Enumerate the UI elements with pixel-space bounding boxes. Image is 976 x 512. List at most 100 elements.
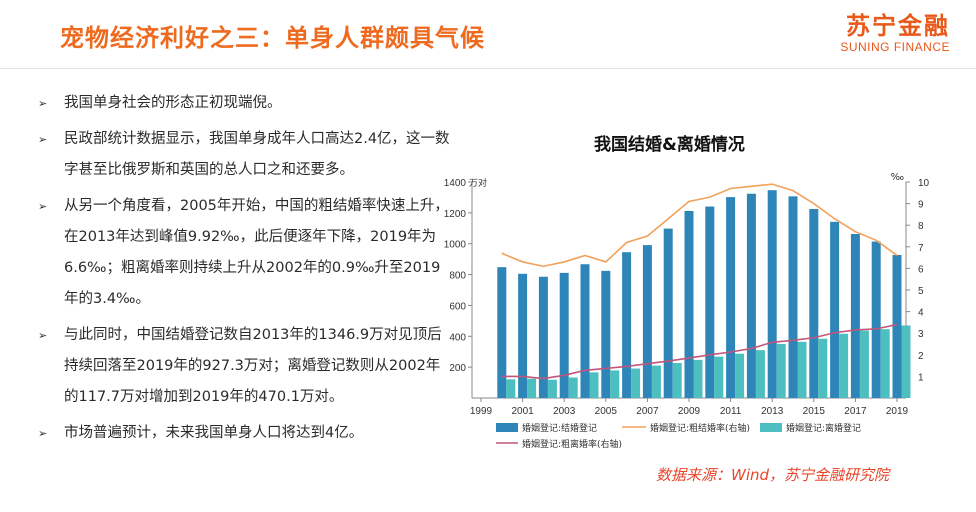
right-tick-label: 3 xyxy=(918,329,924,340)
divorce-bar xyxy=(610,370,620,398)
bullet-text: 市场普遍预计，未来我国单身人口将达到4亿。 xyxy=(64,425,364,441)
left-tick-label: 1400 xyxy=(444,178,467,189)
right-tick-label: 9 xyxy=(918,200,924,211)
marriage-bar xyxy=(663,228,673,398)
arrow-bullet-icon: ➢ xyxy=(38,427,48,440)
bullet-item: ➢ 从另一个角度看，2005年开始，中国的粗结婚率快速上升，在2013年达到峰值9… xyxy=(38,191,450,315)
legend-divorce-label: 婚姻登记:离婚登记 xyxy=(786,422,861,434)
left-axis-unit: 万对 xyxy=(469,177,487,189)
marriage-bar xyxy=(538,276,548,398)
bullet-item: ➢ 与此同时，中国结婚登记数自2013年的1346.9万对见顶后持续回落至2019… xyxy=(38,320,450,413)
divorce-bar xyxy=(755,350,765,398)
divorce-bar xyxy=(714,356,724,398)
divorce-bar xyxy=(506,379,516,398)
marriage-bar xyxy=(518,273,528,398)
marriage-bar xyxy=(705,206,715,398)
bullet-text: 我国单身社会的形态正初现端倪。 xyxy=(64,95,282,111)
marriage-bar xyxy=(642,245,652,398)
left-tick-label: 1200 xyxy=(444,209,467,220)
chart-title: 我国结婚&离婚情况 xyxy=(594,135,745,155)
x-tick-label: 2013 xyxy=(761,406,784,417)
divorce-bar xyxy=(651,365,661,398)
divorce-bar xyxy=(693,359,703,398)
left-tick-label: 800 xyxy=(449,271,466,282)
right-tick-label: 2 xyxy=(918,351,924,362)
marriage-bar xyxy=(809,209,819,398)
divorce-bar xyxy=(901,325,911,398)
left-tick-label: 400 xyxy=(449,332,466,343)
divorce-bar xyxy=(631,368,641,398)
data-source-note: 数据来源：Wind，苏宁金融研究院 xyxy=(656,466,890,484)
bullet-text: 民政部统计数据显示，我国单身成年人口高达2.4亿，这一数字甚至比俄罗斯和英国的总… xyxy=(64,131,450,178)
legend-divorce-rate-label: 婚姻登记:粗离婚率(右轴) xyxy=(522,438,622,450)
suning-finance-logo: 苏宁金融 SUNING FINANCE xyxy=(840,12,950,54)
arrow-bullet-icon: ➢ xyxy=(38,329,48,342)
bullet-item: ➢ 我国单身社会的形态正初现端倪。 xyxy=(38,88,450,119)
marriage-bar xyxy=(726,197,736,398)
marriage-bar xyxy=(746,193,756,398)
logo-chinese-text: 苏宁金融 xyxy=(846,12,950,40)
divorce-bar xyxy=(797,341,807,398)
x-tick-label: 2011 xyxy=(720,406,742,417)
legend-divorce-swatch xyxy=(760,423,782,432)
x-tick-label: 1999 xyxy=(470,406,493,417)
marriage-bar xyxy=(830,221,840,398)
x-tick-label: 2005 xyxy=(595,406,618,417)
right-tick-label: 6 xyxy=(918,264,924,275)
x-tick-label: 2009 xyxy=(678,406,701,417)
bullet-item: ➢ 民政部统计数据显示，我国单身成年人口高达2.4亿，这一数字甚至比俄罗斯和英国的… xyxy=(38,124,450,186)
arrow-bullet-icon: ➢ xyxy=(38,200,48,213)
legend-marriage-swatch xyxy=(496,423,518,432)
divorce-bar xyxy=(880,329,890,398)
right-tick-label: 7 xyxy=(918,243,924,254)
right-tick-label: 1 xyxy=(918,372,924,383)
divorce-bar xyxy=(735,353,745,398)
left-tick-label: 200 xyxy=(449,363,466,374)
bullet-item: ➢ 市场普遍预计，未来我国单身人口将达到4亿。 xyxy=(38,418,450,449)
arrow-bullet-icon: ➢ xyxy=(38,97,48,110)
slide-header: 宠物经济利好之三：单身人群颇具气候 苏宁金融 SUNING FINANCE xyxy=(0,0,976,68)
right-tick-label: 4 xyxy=(918,308,924,319)
marriage-bar xyxy=(601,270,611,398)
divorce-bar xyxy=(672,362,682,398)
arrow-bullet-icon: ➢ xyxy=(38,133,48,146)
right-tick-label: 5 xyxy=(918,286,924,297)
x-tick-label: 2007 xyxy=(636,406,659,417)
bullet-list: ➢ 我国单身社会的形态正初现端倪。 ➢ 民政部统计数据显示，我国单身成年人口高达2.… xyxy=(38,88,450,454)
marriage-bar xyxy=(767,190,777,398)
x-tick-label: 2003 xyxy=(553,406,576,417)
slide-title: 宠物经济利好之三：单身人群颇具气候 xyxy=(60,24,485,52)
x-tick-label: 2017 xyxy=(844,406,867,417)
divorce-bar xyxy=(859,330,869,398)
marriage-bar xyxy=(850,233,860,398)
divorce-bar xyxy=(776,344,786,398)
right-tick-label: 8 xyxy=(918,221,924,232)
logo-english-text: SUNING FINANCE xyxy=(840,40,950,54)
divorce-rate-line xyxy=(501,323,898,380)
divorce-bar xyxy=(568,377,578,398)
divorce-bar xyxy=(589,372,599,398)
marriage-bar xyxy=(497,267,507,398)
x-tick-label: 2019 xyxy=(886,406,909,417)
bullet-text: 与此同时，中国结婚登记数自2013年的1346.9万对见顶后持续回落至2019年… xyxy=(64,327,442,405)
marriage-rate-line xyxy=(501,183,898,268)
divorce-bar xyxy=(818,338,828,398)
left-tick-label: 1000 xyxy=(444,240,467,251)
left-tick-label: 600 xyxy=(449,301,466,312)
right-axis-unit: ‰ xyxy=(891,172,904,183)
legend-marriage-label: 婚姻登记:结婚登记 xyxy=(522,422,597,434)
divorce-bar xyxy=(839,333,849,398)
marriage-bar xyxy=(788,196,798,398)
divorce-bar xyxy=(527,378,537,398)
bullet-text: 从另一个角度看，2005年开始，中国的粗结婚率快速上升，在2013年达到峰值9.… xyxy=(64,198,449,307)
marriage-bar xyxy=(622,252,632,398)
x-tick-label: 2015 xyxy=(803,406,826,417)
divorce-bar xyxy=(547,379,557,398)
marriage-bar xyxy=(559,272,569,398)
x-tick-label: 2001 xyxy=(511,406,534,417)
legend-marriage-rate-label: 婚姻登记:粗结婚率(右轴) xyxy=(650,422,750,434)
header-divider xyxy=(0,68,976,69)
right-tick-label: 10 xyxy=(918,178,930,189)
marriage-bar xyxy=(684,211,694,398)
